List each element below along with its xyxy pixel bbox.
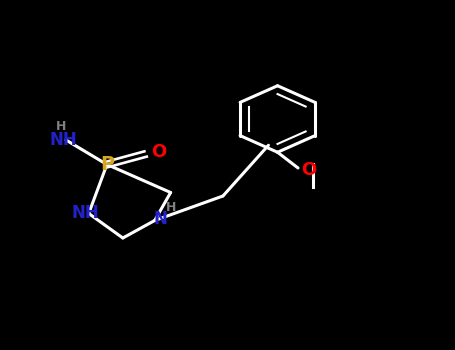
Text: O: O [301,161,316,179]
Text: NH: NH [50,131,77,149]
Text: NH: NH [71,204,99,223]
Text: H: H [56,119,66,133]
Text: P: P [100,155,114,174]
Text: H: H [166,201,176,214]
Text: N: N [153,210,167,228]
Text: O: O [151,143,166,161]
